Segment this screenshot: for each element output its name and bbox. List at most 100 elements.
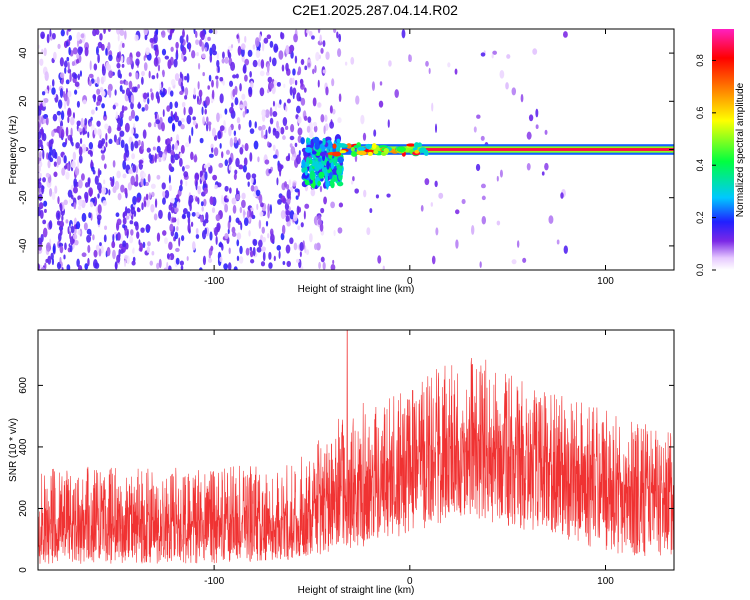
spectrogram-cell [166,105,171,112]
spectrogram-cell [38,131,42,140]
spectrogram-cell [480,135,485,141]
spectrogram-cell [318,102,321,108]
spectrogram-cell [317,180,322,186]
spectrogram-cell [168,174,171,184]
spectrogram-cell [171,123,176,132]
spectrogram-cell [300,97,306,106]
spectrogram-cell [219,76,224,82]
spectrogram-cell [528,114,534,122]
spectrogram-cell [371,143,377,150]
spectrogram-cell [158,258,162,269]
spectrogram-cell [337,156,344,164]
spectrogram-cell [79,70,83,77]
spectrogram-cell [171,29,174,34]
spectrogram-cell [41,34,45,39]
spectrogram-cell [242,164,247,173]
spectrogram-cell [481,216,487,225]
spectrogram-cell [134,115,139,122]
spectrogram-cell [272,100,275,107]
colorbar-tick-label: 0.2 [695,211,705,224]
spectrogram-cell [252,179,257,186]
spectrogram-cell [74,89,78,95]
spectrogram-cell [145,193,149,201]
spectrogram-cell [258,125,263,131]
spectrogram-cell [199,267,203,270]
spectrogram-cell [221,151,224,159]
spectrogram-cell [239,206,243,214]
spectrogram-cell [201,106,204,116]
spectrogram-cell [242,65,247,74]
spectrogram-cell [154,113,158,120]
spectrogram-cell [112,104,116,110]
spectrogram-cell [203,187,209,195]
spectrogram-cell [257,156,260,163]
spectrogram-cell [360,114,365,125]
colorbar-tick-label: 0.0 [695,264,705,277]
spectrogram-cell [325,180,330,188]
spectrogram-cell [273,255,276,262]
spectrogram-cell [414,149,420,154]
spectrogram-cell [306,125,311,133]
spectrogram-cell [216,112,220,123]
spectrogram-cell [105,141,108,148]
spectrogram-cell [259,211,264,217]
spectrogram-cell [255,50,261,59]
spectrogram-cell [242,110,246,118]
spectrogram-cell [125,215,130,220]
spectrogram-cell [184,95,188,100]
spectrogram-cell [250,259,255,264]
spectrogram-cell [222,80,225,86]
spectrogram-cell [295,105,301,114]
spectrogram-cell [77,127,83,133]
spectrogram-cell [183,58,186,63]
spectrogram-cell [322,137,326,146]
spectrogram-cell [98,248,102,257]
spectrogram-cell [277,163,283,173]
spectrogram-cell [262,251,266,262]
spectrogram-cell [112,186,117,194]
spectrogram-cell [280,210,286,220]
spectrogram-cell [149,260,154,266]
spectrogram-cell [257,58,261,67]
spectrogram-cell [65,219,69,224]
spectrogram-cell [285,244,291,254]
spectrogram-cell [77,205,82,211]
spectrogram-cell [143,29,148,36]
spectrogram-cell [293,213,298,222]
spectrogram-cell [331,78,335,87]
spectrogram-cell [72,112,76,119]
spectrogram-cell [89,122,92,127]
spectrogram-cell [176,217,180,226]
spectrogram-cell [125,87,131,97]
spectrogram-cell [196,51,199,57]
spectrogram-cell [41,144,44,152]
spectrogram-cell [67,163,70,171]
spectrogram-cell [282,261,286,266]
spectrogram-cell [219,125,225,132]
spectrogram-cell [88,73,94,78]
spectrogram-cell [95,46,99,56]
spectrogram-cell [234,85,238,96]
spectrogram-cell [42,132,47,142]
spectrogram-cell [309,233,313,243]
spectrogram-cell [174,111,178,120]
spectrogram-cell [40,233,44,243]
spectrogram-cell [267,76,273,83]
spectrogram-cell [151,191,155,198]
spectrogram-cell [38,202,44,210]
spectrogram-cell [244,35,247,43]
spectrogram-cell [115,29,121,35]
spectrogram-cell [285,105,288,112]
colorbar-tick-label: 0.8 [695,54,705,67]
spectrogram-cell [40,126,44,137]
spectrogram-cell [97,204,102,214]
spectrogram-cell [305,249,310,256]
spectrogram-cell [431,255,436,265]
spectrogram-cell [65,79,70,85]
spectrogram-cell [475,163,481,172]
spectrogram-cell [119,85,123,92]
spectrogram-cell [170,136,173,142]
spectrogram-cell [67,189,73,198]
spectrogram-cell [81,212,87,222]
spectrogram-cell [86,228,92,235]
